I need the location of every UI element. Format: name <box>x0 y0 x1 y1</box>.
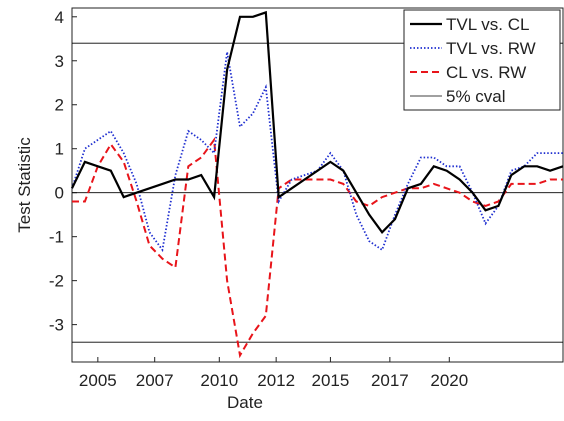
x-tick-label: 2020 <box>430 371 468 390</box>
legend-label: CL vs. RW <box>446 63 526 82</box>
series-line <box>71 10 564 234</box>
y-axis-label: Test Statistic <box>15 137 34 233</box>
x-tick-label: 2007 <box>136 371 174 390</box>
series-line <box>72 137 563 359</box>
y-tick-label: 2 <box>55 96 64 115</box>
y-tick-label: 3 <box>55 52 64 71</box>
x-tick-label: 2017 <box>371 371 409 390</box>
x-tick-label: 2005 <box>79 371 117 390</box>
y-tick-label: -2 <box>49 272 64 291</box>
x-tick-label: 2010 <box>200 371 238 390</box>
y-tick-label: -3 <box>49 316 64 335</box>
y-tick-label: 4 <box>55 8 64 27</box>
y-tick-label: 0 <box>55 184 64 203</box>
legend-label: TVL vs. RW <box>446 39 536 58</box>
legend <box>403 9 561 111</box>
legend-label: 5% cval <box>446 87 506 106</box>
y-tick-label: -1 <box>49 228 64 247</box>
y-tick-label: 1 <box>55 140 64 159</box>
x-tick-label: 2015 <box>312 371 350 390</box>
x-axis-label: Date <box>227 393 263 412</box>
x-tick-label: 2012 <box>257 371 295 390</box>
legend-label: TVL vs. CL <box>446 15 529 34</box>
